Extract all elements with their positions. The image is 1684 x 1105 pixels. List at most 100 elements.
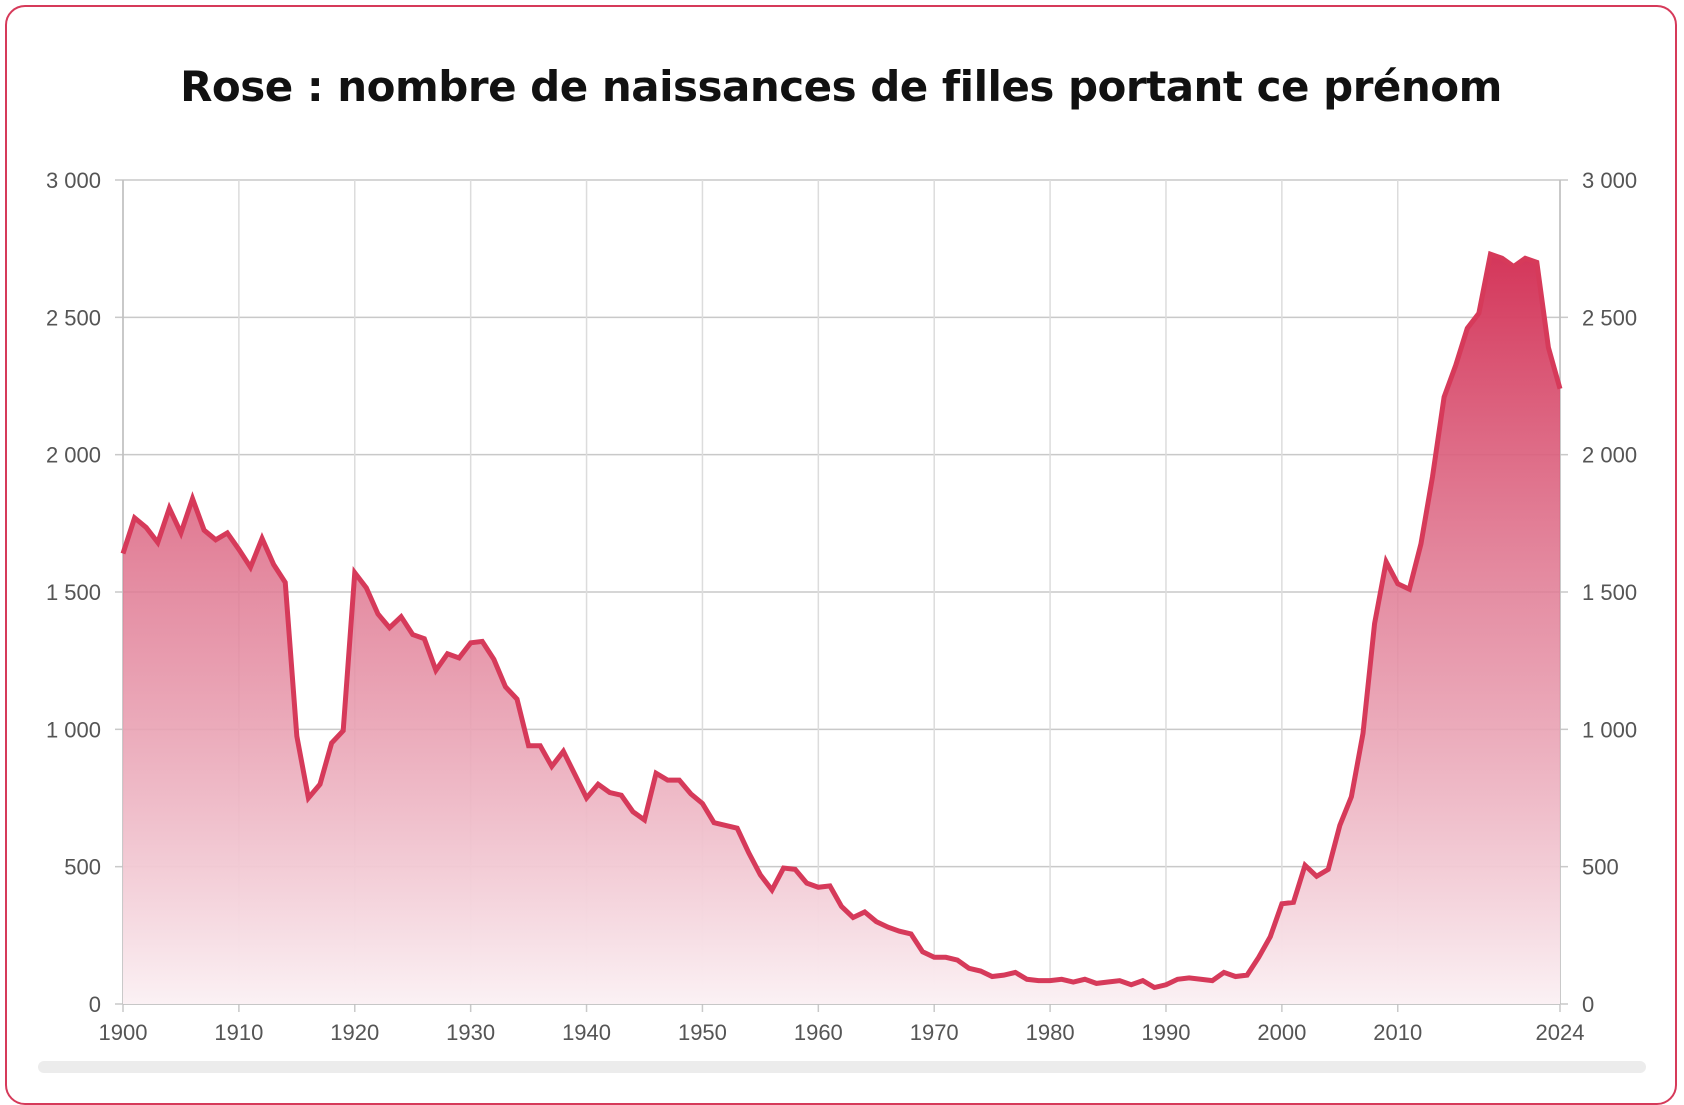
data-point-2009[interactable] xyxy=(1383,559,1389,565)
data-point-1975[interactable] xyxy=(989,974,995,980)
data-point-1908[interactable] xyxy=(213,537,219,543)
data-point-1942[interactable] xyxy=(607,790,613,796)
data-point-1910[interactable] xyxy=(236,546,242,552)
data-point-2014[interactable] xyxy=(1441,394,1447,400)
data-point-1943[interactable] xyxy=(618,792,624,798)
data-point-1935[interactable] xyxy=(526,743,532,749)
data-point-1960[interactable] xyxy=(815,884,821,890)
data-point-2005[interactable] xyxy=(1337,822,1343,828)
data-point-2018[interactable] xyxy=(1487,251,1493,257)
data-point-1980[interactable] xyxy=(1047,978,1053,984)
data-point-1900[interactable] xyxy=(120,551,126,557)
data-point-1973[interactable] xyxy=(966,965,972,971)
data-point-1924[interactable] xyxy=(398,614,404,620)
data-point-1931[interactable] xyxy=(479,638,485,644)
data-point-1902[interactable] xyxy=(143,524,149,530)
data-point-1954[interactable] xyxy=(746,850,752,856)
data-point-1919[interactable] xyxy=(340,728,346,734)
data-point-2006[interactable] xyxy=(1348,794,1354,800)
data-point-1917[interactable] xyxy=(317,781,323,787)
data-point-1911[interactable] xyxy=(247,564,253,570)
data-point-1982[interactable] xyxy=(1070,979,1076,985)
data-point-1926[interactable] xyxy=(421,636,427,642)
data-point-1981[interactable] xyxy=(1059,976,1065,982)
data-point-1972[interactable] xyxy=(954,957,960,963)
data-point-2000[interactable] xyxy=(1279,901,1285,907)
data-point-1964[interactable] xyxy=(862,909,868,915)
data-point-1944[interactable] xyxy=(630,809,636,815)
data-point-1940[interactable] xyxy=(584,795,590,801)
data-point-1959[interactable] xyxy=(804,880,810,886)
data-point-1907[interactable] xyxy=(201,527,207,533)
data-point-1990[interactable] xyxy=(1163,982,1169,988)
data-point-1956[interactable] xyxy=(769,887,775,893)
data-point-1930[interactable] xyxy=(468,640,474,646)
data-point-2015[interactable] xyxy=(1453,362,1459,368)
data-point-1937[interactable] xyxy=(549,763,555,769)
data-point-2013[interactable] xyxy=(1430,474,1436,480)
data-point-1958[interactable] xyxy=(792,866,798,872)
data-point-1997[interactable] xyxy=(1244,972,1250,978)
data-point-1970[interactable] xyxy=(931,954,937,960)
data-point-1998[interactable] xyxy=(1256,954,1262,960)
data-point-1947[interactable] xyxy=(665,777,671,783)
data-point-1979[interactable] xyxy=(1036,978,1042,984)
data-point-1977[interactable] xyxy=(1012,969,1018,975)
data-point-1953[interactable] xyxy=(734,825,740,831)
data-point-1963[interactable] xyxy=(850,914,856,920)
data-point-1915[interactable] xyxy=(294,733,300,739)
data-point-1933[interactable] xyxy=(502,684,508,690)
data-point-1974[interactable] xyxy=(978,968,984,974)
data-point-1938[interactable] xyxy=(560,748,566,754)
data-point-1934[interactable] xyxy=(514,696,520,702)
data-point-1946[interactable] xyxy=(653,770,659,776)
data-point-1995[interactable] xyxy=(1221,969,1227,975)
data-point-1941[interactable] xyxy=(595,781,601,787)
data-point-1936[interactable] xyxy=(537,743,543,749)
data-point-1901[interactable] xyxy=(132,515,138,521)
data-point-1906[interactable] xyxy=(190,496,196,502)
data-point-2001[interactable] xyxy=(1290,899,1296,905)
data-point-1904[interactable] xyxy=(166,505,172,511)
data-point-1961[interactable] xyxy=(827,883,833,889)
data-point-2016[interactable] xyxy=(1464,325,1470,331)
data-point-2021[interactable] xyxy=(1522,255,1528,261)
data-point-1965[interactable] xyxy=(873,919,879,925)
data-point-2023[interactable] xyxy=(1545,345,1551,351)
data-point-1905[interactable] xyxy=(178,530,184,536)
data-point-1978[interactable] xyxy=(1024,976,1030,982)
data-point-1985[interactable] xyxy=(1105,979,1111,985)
data-point-1918[interactable] xyxy=(329,740,335,746)
data-point-1992[interactable] xyxy=(1186,975,1192,981)
data-point-1939[interactable] xyxy=(572,772,578,778)
data-point-1928[interactable] xyxy=(444,651,450,657)
data-point-1991[interactable] xyxy=(1175,976,1181,982)
data-point-1932[interactable] xyxy=(491,656,497,662)
data-point-1984[interactable] xyxy=(1093,980,1099,986)
data-point-2019[interactable] xyxy=(1499,255,1505,261)
data-point-2008[interactable] xyxy=(1372,621,1378,627)
data-point-1950[interactable] xyxy=(699,800,705,806)
data-point-1962[interactable] xyxy=(839,903,845,909)
data-point-1999[interactable] xyxy=(1267,934,1273,940)
data-point-1921[interactable] xyxy=(363,585,369,591)
data-point-1909[interactable] xyxy=(224,530,230,536)
data-point-2012[interactable] xyxy=(1418,541,1424,547)
data-point-1987[interactable] xyxy=(1128,982,1134,988)
data-point-1912[interactable] xyxy=(259,535,265,541)
data-point-2017[interactable] xyxy=(1476,310,1482,316)
data-point-2002[interactable] xyxy=(1302,862,1308,868)
data-point-1949[interactable] xyxy=(688,791,694,797)
data-point-1923[interactable] xyxy=(387,625,393,631)
data-point-1948[interactable] xyxy=(676,777,682,783)
data-point-1968[interactable] xyxy=(908,931,914,937)
data-point-2004[interactable] xyxy=(1325,866,1331,872)
data-point-2003[interactable] xyxy=(1314,873,1320,879)
data-point-2010[interactable] xyxy=(1395,581,1401,587)
data-point-1969[interactable] xyxy=(920,949,926,955)
data-point-2011[interactable] xyxy=(1406,586,1412,592)
data-point-1903[interactable] xyxy=(155,540,161,546)
data-point-1927[interactable] xyxy=(433,667,439,673)
data-point-1922[interactable] xyxy=(375,611,381,617)
data-point-1957[interactable] xyxy=(781,865,787,871)
